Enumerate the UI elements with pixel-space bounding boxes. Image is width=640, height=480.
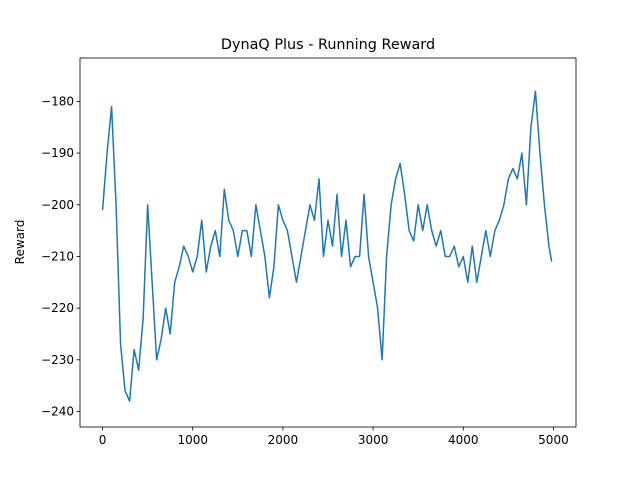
x-tick-label: 5000 [538,433,569,447]
y-tick-label: −190 [41,146,74,160]
y-axis-label: Reward [13,220,27,265]
y-tick-label: −230 [41,353,74,367]
plot-frame [79,57,577,428]
y-tick-label: −240 [41,404,74,418]
y-tick-label: −210 [41,249,74,263]
y-tick-label: −180 [41,94,74,108]
x-tick-label: 0 [99,433,107,447]
x-tick-label: 1000 [177,433,208,447]
data-line [101,90,553,402]
x-tick-label: 2000 [268,433,299,447]
x-tick-label: 3000 [358,433,389,447]
x-tick-label: 4000 [448,433,479,447]
y-tick-label: −200 [41,198,74,212]
y-tick-label: −220 [41,301,74,315]
chart-title: DynaQ Plus - Running Reward [221,37,435,53]
